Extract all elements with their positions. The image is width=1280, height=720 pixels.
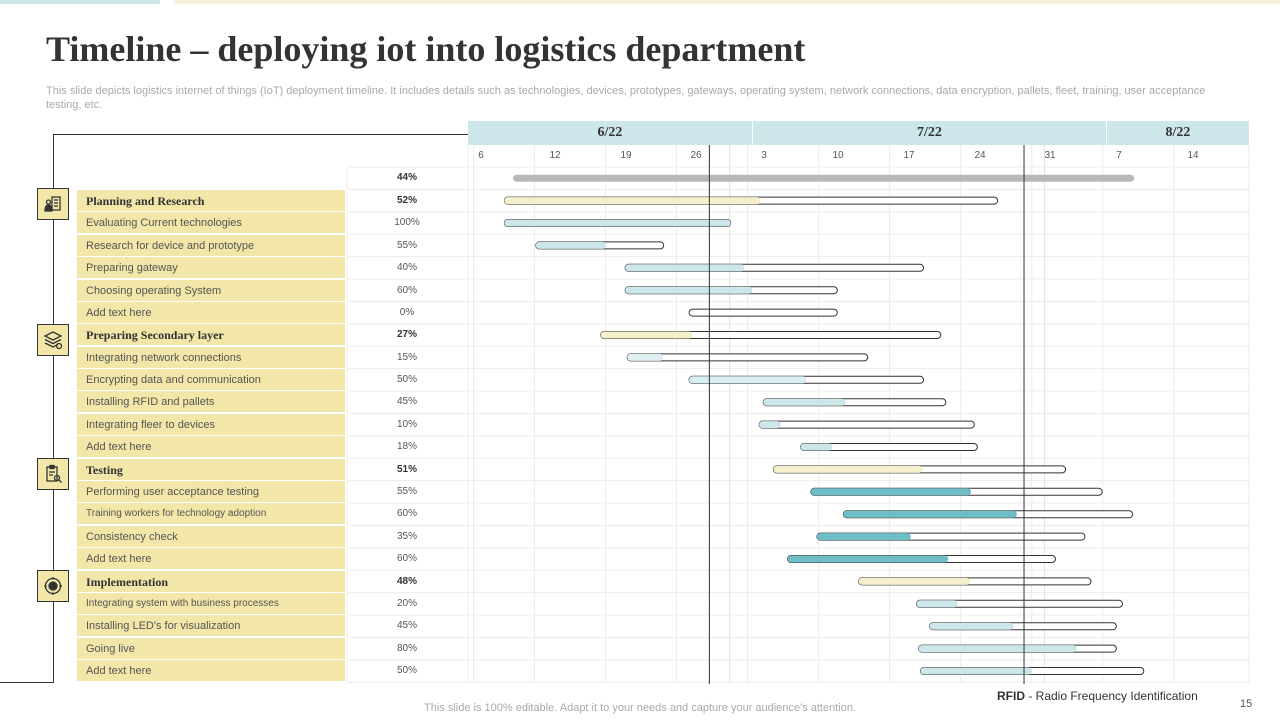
task-row: Planning and Research 52% [77,190,1249,212]
task-progress: 60% [396,285,417,296]
task-progress: 18% [396,441,417,452]
top-accent-bar-left [0,0,160,4]
task-row: Implementation 48% [77,571,1249,593]
task-label: Performing user acceptance testing [77,481,345,503]
task-progress: 50% [396,665,417,676]
task-progress: 60% [396,553,417,564]
footnote-text: - Radio Frequency Identification [1025,689,1198,703]
task-progress: 80% [396,643,417,654]
group-label: Preparing Secondary layer [77,324,345,346]
footnote-abbreviation: RFID [997,689,1025,703]
task-progress: 15% [396,352,417,363]
task-label: Installing RFID and pallets [77,391,345,413]
task-progress: 45% [396,396,417,407]
day-label: 31 [1044,150,1056,161]
group-label: Implementation [77,571,345,593]
day-label: 19 [620,150,632,161]
task-label: Encrypting data and communication [77,369,345,391]
day-label: 14 [1187,150,1199,161]
task-row: Integrating fleer to devices 10% [77,414,1249,436]
day-label: 7 [1116,150,1122,161]
group-progress: 52% [396,195,417,206]
day-label: 10 [832,150,844,161]
task-label: Choosing operating System [77,280,345,302]
task-progress: 55% [396,486,417,497]
task-row: Add text here 60% [77,548,1249,570]
planning-icon [37,188,69,220]
task-row: Going live 80% [77,638,1249,660]
task-row: Installing LED's for visualization 45% [77,615,1249,637]
task-progress: 55% [396,240,417,251]
task-label: Evaluating Current technologies [77,212,345,234]
layers-icon [37,324,69,356]
task-label: Add text here [77,302,345,324]
task-row: Add text here 50% [77,660,1249,682]
task-row: Evaluating Current technologies 100% [77,212,1249,234]
task-row: Add text here 0% [77,302,1249,324]
overall-progress: 44% [396,172,417,183]
task-progress: 0% [399,307,415,318]
task-row: Training workers for technology adoption… [77,503,1249,525]
day-label: 26 [690,150,702,161]
task-progress: 60% [396,508,417,519]
group-progress: 27% [396,329,417,340]
task-row: Add text here 18% [77,436,1249,458]
page-number: 15 [1240,698,1253,710]
page-title: Timeline – deploying iot into logistics … [46,29,806,69]
task-row: Research for device and prototype 55% [77,235,1249,257]
bracket-top-line [53,134,468,135]
day-label: 24 [974,150,986,161]
task-progress: 10% [396,419,417,430]
task-label: Integrating system with business process… [77,593,345,615]
task-label: Add text here [77,660,345,682]
task-label: Add text here [77,436,345,458]
group-label: Testing [77,459,345,481]
top-accent-bar-right [174,0,1280,4]
task-label: Preparing gateway [77,257,345,279]
task-row: Testing 51% [77,459,1249,481]
task-label: Research for device and prototype [77,235,345,257]
month-header: 6/22 [468,121,752,145]
task-label: Integrating network connections [77,347,345,369]
task-label: Installing LED's for visualization [77,615,345,637]
task-progress: 100% [394,217,420,228]
task-row: Integrating system with business process… [77,593,1249,615]
group-progress: 48% [396,576,417,587]
task-row: Preparing gateway 40% [77,257,1249,279]
task-row: Choosing operating System 60% [77,280,1249,302]
month-header: 7/22 [753,121,1106,145]
task-progress: 50% [396,374,417,385]
bracket-left-line [53,134,54,683]
bracket-bottom-line [0,682,54,683]
task-progress: 40% [396,262,417,273]
day-label: 3 [761,150,767,161]
footer-text: This slide is 100% editable. Adapt it to… [424,702,856,714]
task-row: Installing RFID and pallets 45% [77,391,1249,413]
page-subtitle: This slide depicts logistics internet of… [46,85,1206,111]
day-label: 17 [903,150,915,161]
day-label: 12 [549,150,561,161]
task-row: Preparing Secondary layer 27% [77,324,1249,346]
task-progress: 45% [396,620,417,631]
task-label: Training workers for technology adoption [77,503,345,525]
implementation-icon [37,570,69,602]
task-progress: 35% [396,531,417,542]
task-progress: 20% [396,598,417,609]
task-row: Consistency check 35% [77,526,1249,548]
testing-icon [37,458,69,490]
task-row: Encrypting data and communication 50% [77,369,1249,391]
task-row: Performing user acceptance testing 55% [77,481,1249,503]
task-label: Integrating fleer to devices [77,414,345,436]
task-row: Integrating network connections 15% [77,347,1249,369]
task-label: Going live [77,638,345,660]
group-progress: 51% [396,464,417,475]
task-label: Add text here [77,548,345,570]
footnote: RFID - Radio Frequency Identification [997,689,1198,703]
month-header: 8/22 [1107,121,1249,145]
group-label: Planning and Research [77,190,345,212]
task-label: Consistency check [77,526,345,548]
day-label: 6 [478,150,484,161]
